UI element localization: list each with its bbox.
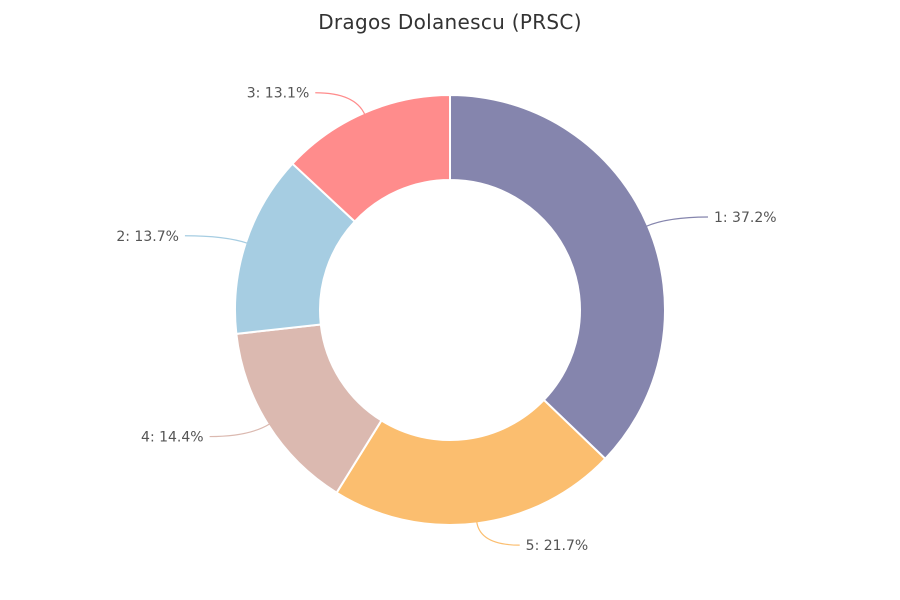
connector-4: [209, 423, 271, 438]
slice-5: [335, 398, 607, 526]
data-label-3: 3: 13.1%: [247, 86, 310, 102]
chart-title: Dragos Dolanescu (PRSC): [318, 10, 582, 34]
data-label-1: 1: 37.2%: [714, 210, 777, 226]
connector-1: [645, 216, 708, 227]
data-label-5: 5: 21.7%: [526, 538, 589, 554]
slice-1: [449, 93, 666, 461]
data-label-2: 2: 13.7%: [116, 229, 179, 245]
connector-3: [315, 92, 366, 115]
slice-3: [291, 93, 451, 223]
slices-group: [234, 93, 666, 526]
labels-group: 1: 37.2% 5: 21.7% 4: 14.4% 2: 13.7% 3: 13.1%: [116, 86, 776, 554]
connector-5: [476, 521, 520, 546]
connector-2: [184, 235, 248, 244]
data-label-4: 4: 14.4%: [141, 430, 204, 446]
